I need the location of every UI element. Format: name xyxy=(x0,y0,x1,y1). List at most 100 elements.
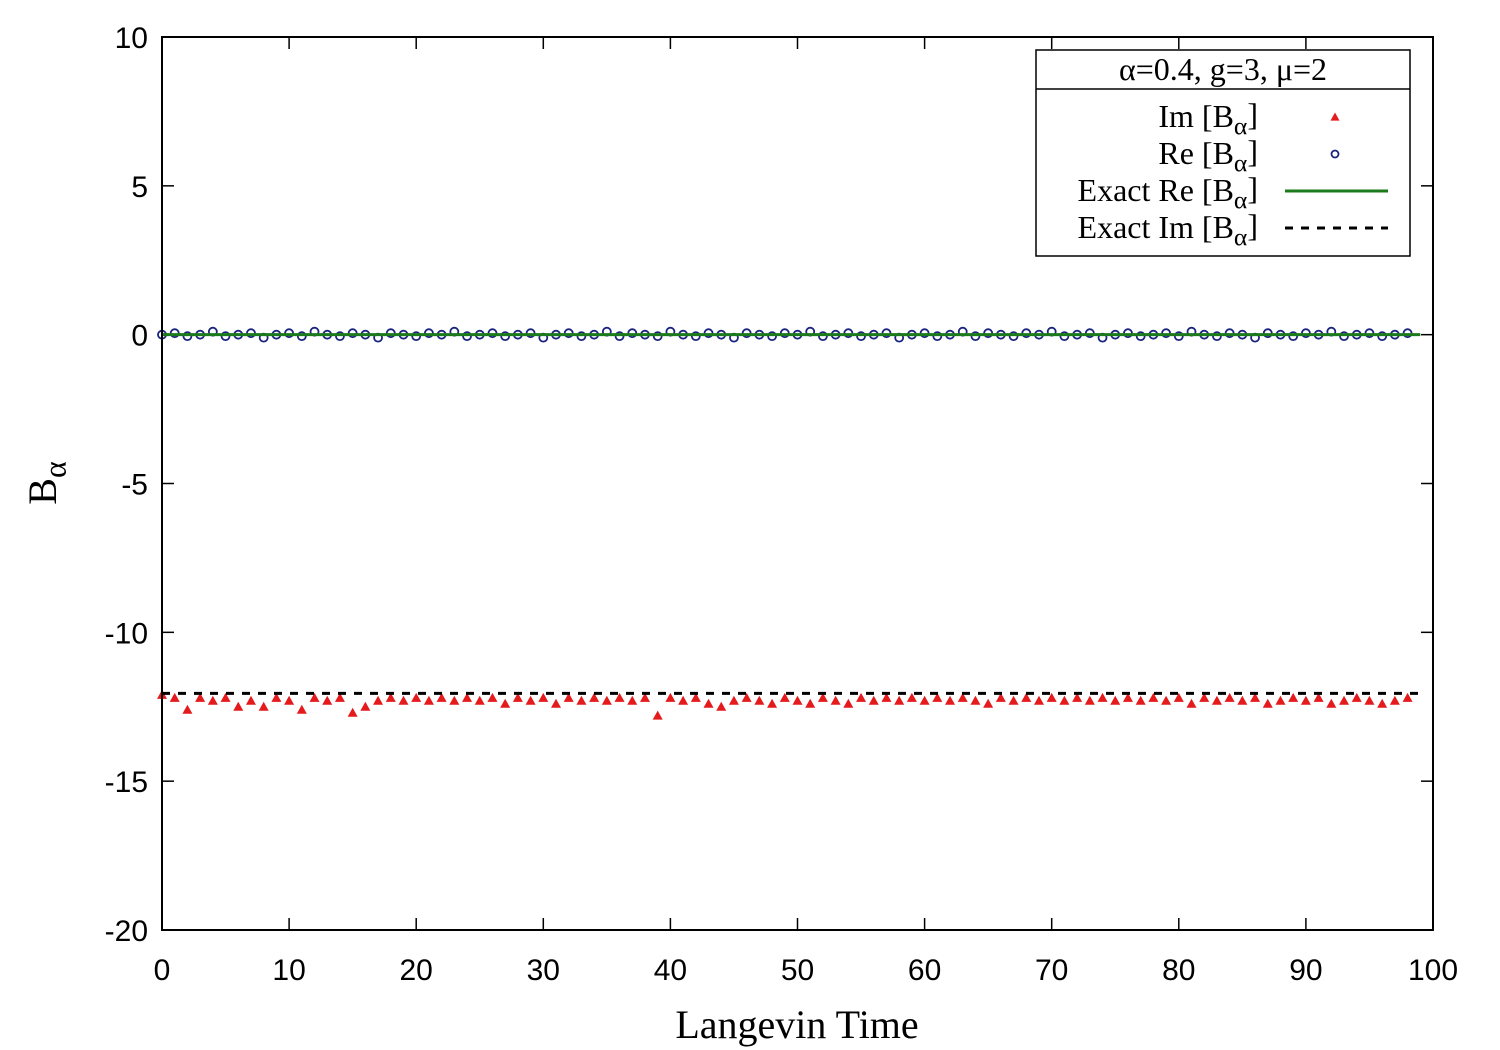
triangle-point xyxy=(1262,698,1273,708)
y-tick-label: 0 xyxy=(131,320,148,353)
triangle-point xyxy=(1275,695,1286,705)
triangle-point xyxy=(1237,695,1248,705)
triangle-point xyxy=(1161,695,1172,705)
x-tick-label: 90 xyxy=(1289,954,1322,987)
triangle-point xyxy=(449,695,460,705)
triangle-point xyxy=(525,695,536,705)
y-tick-label: -10 xyxy=(105,617,148,650)
triangle-point xyxy=(792,695,803,705)
triangle-point xyxy=(462,692,473,702)
triangle-point xyxy=(423,695,434,705)
triangle-point xyxy=(271,692,282,702)
triangle-point xyxy=(601,695,612,705)
x-tick-label: 20 xyxy=(400,954,433,987)
triangle-point xyxy=(1135,695,1146,705)
triangle-point xyxy=(817,692,828,702)
triangle-point xyxy=(805,698,816,708)
triangle-point xyxy=(932,692,943,702)
triangle-point xyxy=(487,692,498,702)
triangle-point xyxy=(665,692,676,702)
triangle-point xyxy=(551,698,562,708)
triangle-point xyxy=(1377,698,1388,708)
triangle-point xyxy=(716,701,727,711)
triangle-point xyxy=(1148,692,1159,702)
triangle-point xyxy=(322,695,333,705)
triangle-point xyxy=(703,698,714,708)
triangle-point xyxy=(385,692,396,702)
triangle-point xyxy=(398,695,409,705)
triangle-point xyxy=(1288,692,1299,702)
triangle-point xyxy=(1250,692,1261,702)
triangle-point xyxy=(830,695,841,705)
y-tick-label: -15 xyxy=(105,766,148,799)
triangle-point xyxy=(589,692,600,702)
triangle-point xyxy=(1072,692,1083,702)
triangle-point xyxy=(1033,695,1044,705)
triangle-point xyxy=(296,704,307,714)
triangle-point xyxy=(436,692,447,702)
x-tick-label: 50 xyxy=(781,954,814,987)
triangle-point xyxy=(1084,695,1095,705)
triangle-point xyxy=(754,695,765,705)
legend-label: Im [Bα] xyxy=(1158,96,1258,141)
x-tick-label: 0 xyxy=(154,954,171,987)
triangle-point xyxy=(868,695,879,705)
triangle-point xyxy=(1211,695,1222,705)
triangle-point xyxy=(957,692,968,702)
x-tick-label: 60 xyxy=(908,954,941,987)
triangle-point xyxy=(284,695,295,705)
y-tick-label: -20 xyxy=(105,915,148,948)
y-axis-label: Bα xyxy=(20,461,73,505)
triangle-point xyxy=(1326,698,1337,708)
legend-label: Re [Bα] xyxy=(1158,133,1258,178)
y-tick-label: 10 xyxy=(115,22,148,55)
x-tick-label: 70 xyxy=(1035,954,1068,987)
triangle-point xyxy=(919,695,930,705)
triangle-point xyxy=(1199,692,1210,702)
legend-box xyxy=(1035,49,1411,257)
triangle-point xyxy=(233,701,244,711)
x-axis-label: Langevin Time xyxy=(675,1002,918,1047)
triangle-point xyxy=(1173,692,1184,702)
plot-frame xyxy=(161,36,1434,931)
triangle-point xyxy=(894,695,905,705)
triangle-point xyxy=(970,695,981,705)
triangle-point xyxy=(906,692,917,702)
triangle-point xyxy=(182,704,193,714)
x-tick-label: 30 xyxy=(527,954,560,987)
triangle-point xyxy=(995,692,1006,702)
triangle-point xyxy=(245,695,256,705)
triangle-point xyxy=(843,698,854,708)
legend-marker xyxy=(1330,112,1340,121)
triangle-point xyxy=(1186,698,1197,708)
triangle-point xyxy=(538,692,549,702)
legend-marker xyxy=(1330,149,1340,159)
triangle-point xyxy=(678,695,689,705)
triangle-point xyxy=(500,698,511,708)
triangle-point xyxy=(945,695,956,705)
triangle-point xyxy=(309,692,320,702)
triangle-point xyxy=(779,692,790,702)
triangle-point xyxy=(334,692,345,702)
triangle-point xyxy=(741,692,752,702)
triangle-point xyxy=(1364,695,1375,705)
x-tick-label: 80 xyxy=(1162,954,1195,987)
y-tick-label: -5 xyxy=(121,469,148,502)
triangle-point xyxy=(195,692,206,702)
triangle-point xyxy=(881,692,892,702)
triangle-point xyxy=(1097,692,1108,702)
triangle-point xyxy=(1046,692,1057,702)
triangle-point xyxy=(258,701,269,711)
triangle-point xyxy=(1313,692,1324,702)
legend-title: α=0.4, g=3, μ=2 xyxy=(1119,51,1327,87)
triangle-point xyxy=(411,692,422,702)
legend-label: Exact Re [Bα] xyxy=(1078,170,1258,215)
triangle-point xyxy=(1224,692,1235,702)
y-tick-label: 5 xyxy=(131,171,148,204)
triangle-point xyxy=(1021,692,1032,702)
triangle-point xyxy=(563,692,574,702)
x-tick-label: 40 xyxy=(654,954,687,987)
triangle-point xyxy=(690,692,701,702)
x-tick-label: 10 xyxy=(272,954,305,987)
